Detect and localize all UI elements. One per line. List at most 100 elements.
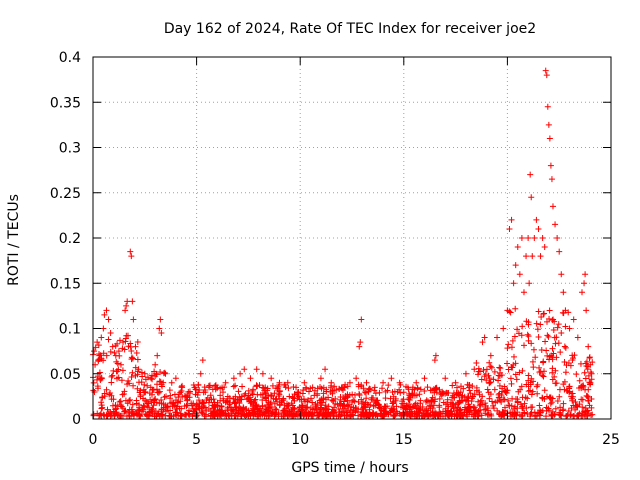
data-point — [407, 413, 414, 420]
data-point — [119, 412, 126, 419]
data-point — [541, 395, 548, 402]
data-point — [121, 346, 128, 353]
data-point — [476, 388, 483, 395]
data-point — [542, 67, 549, 74]
data-point — [512, 371, 519, 378]
data-point — [98, 334, 105, 341]
data-point — [570, 316, 577, 323]
data-point — [396, 410, 403, 417]
data-point — [484, 386, 491, 393]
data-point — [202, 413, 209, 420]
data-point — [417, 397, 424, 404]
data-point — [478, 412, 485, 419]
data-point — [508, 380, 515, 387]
data-point — [358, 400, 365, 407]
data-point — [224, 398, 231, 405]
data-point — [484, 411, 491, 418]
data-point — [496, 390, 503, 397]
data-point — [230, 375, 237, 382]
data-point — [536, 402, 543, 409]
data-point — [124, 298, 131, 305]
data-point — [548, 176, 555, 183]
data-point — [115, 348, 122, 355]
data-point — [172, 409, 179, 416]
data-point — [360, 405, 367, 412]
data-point — [141, 381, 148, 388]
data-point — [558, 412, 565, 419]
data-point — [505, 341, 512, 348]
data-point — [527, 171, 534, 178]
data-point — [503, 387, 510, 394]
data-point — [500, 325, 507, 332]
data-point — [267, 392, 274, 399]
data-point — [532, 354, 539, 361]
data-point — [472, 411, 479, 418]
data-point — [546, 315, 553, 322]
data-point — [127, 248, 134, 255]
data-point — [126, 380, 133, 387]
data-point — [574, 403, 581, 410]
data-point — [355, 406, 362, 413]
data-point — [471, 404, 478, 411]
data-point — [177, 410, 184, 417]
data-point — [159, 383, 165, 390]
data-point — [482, 400, 489, 407]
y-tick-label: 0 — [72, 412, 81, 428]
data-point — [178, 413, 185, 420]
data-point — [340, 394, 347, 401]
data-point — [322, 366, 329, 373]
x-tick-label: 15 — [395, 432, 413, 448]
data-point — [573, 371, 580, 378]
data-point — [294, 389, 301, 396]
data-point — [496, 382, 503, 389]
data-point — [124, 400, 131, 407]
data-point — [380, 379, 387, 386]
data-point — [128, 413, 135, 420]
data-point — [167, 392, 174, 399]
data-point — [341, 403, 348, 410]
data-point — [135, 379, 142, 386]
data-point — [353, 375, 360, 382]
data-point — [338, 384, 345, 391]
data-point — [520, 405, 527, 412]
data-point — [491, 368, 498, 375]
data-point — [314, 412, 321, 418]
data-point — [109, 372, 116, 379]
data-point — [340, 408, 347, 415]
data-point — [536, 364, 543, 371]
data-point — [134, 356, 141, 363]
data-point — [362, 389, 369, 396]
data-point — [508, 364, 515, 371]
data-point — [245, 395, 252, 402]
data-point — [336, 411, 343, 418]
y-tick-label: 0.1 — [59, 322, 81, 338]
data-point — [268, 404, 275, 411]
data-point — [521, 400, 528, 407]
data-point — [478, 376, 485, 383]
data-point — [399, 400, 406, 407]
data-point — [207, 392, 214, 399]
data-point — [547, 394, 554, 401]
data-point — [161, 394, 168, 401]
data-point — [173, 397, 180, 404]
data-point — [483, 366, 490, 373]
data-point — [164, 407, 171, 414]
data-point — [183, 393, 190, 400]
data-point — [537, 368, 544, 375]
data-point — [264, 401, 271, 408]
data-point — [466, 408, 473, 415]
data-point — [328, 396, 335, 403]
data-point — [366, 385, 373, 392]
data-point — [350, 397, 357, 404]
data-point — [303, 385, 310, 392]
data-point — [539, 235, 546, 241]
data-point — [544, 103, 551, 110]
data-point — [195, 403, 202, 410]
data-point — [572, 399, 579, 406]
data-point — [224, 407, 231, 414]
data-point — [249, 403, 256, 410]
data-point — [259, 370, 266, 377]
data-point — [317, 375, 324, 382]
data-point — [543, 393, 550, 400]
data-point — [356, 392, 363, 399]
